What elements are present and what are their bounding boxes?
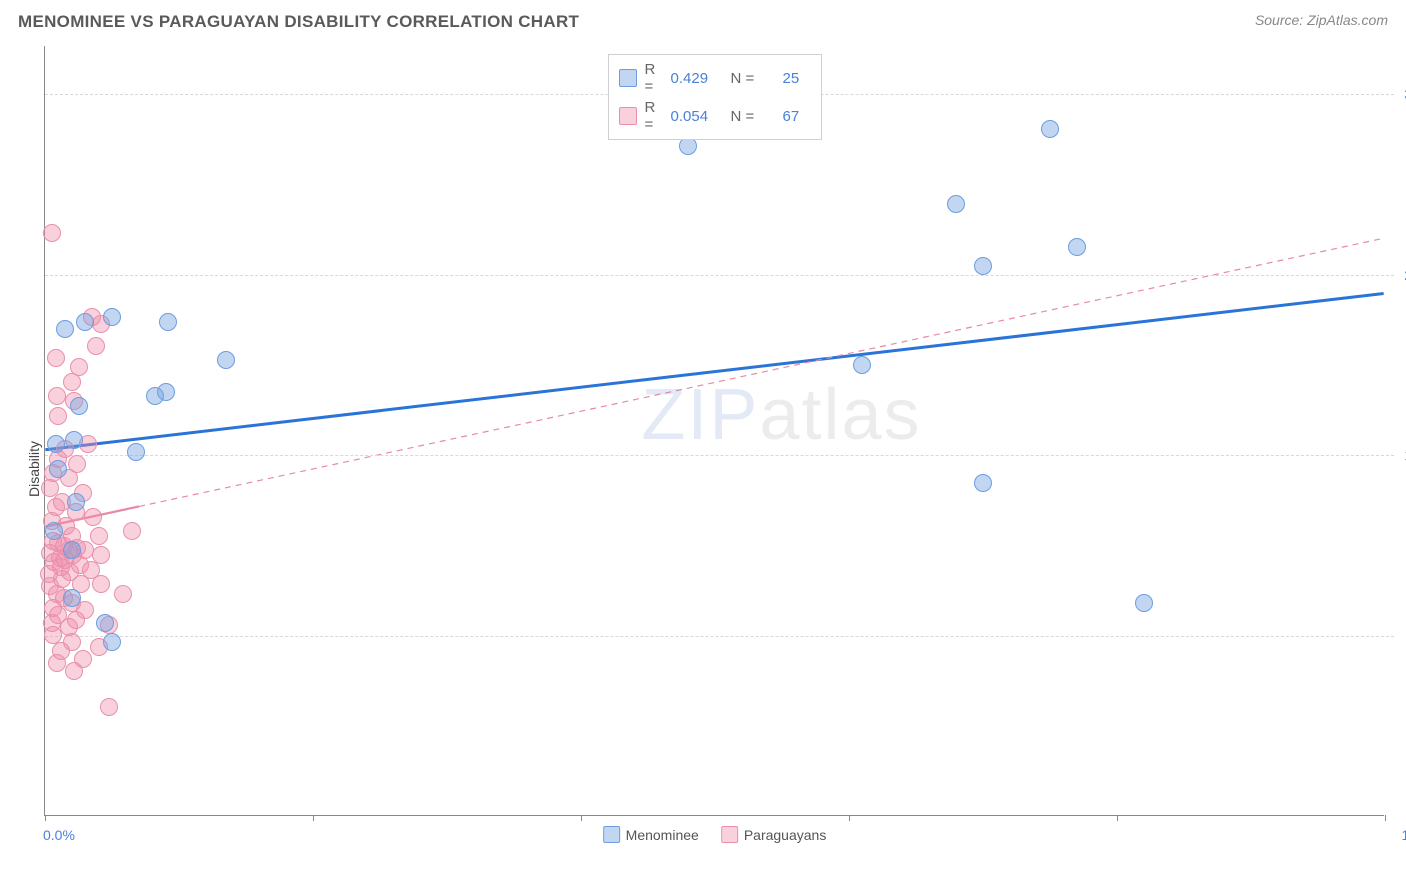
legend-nval: 67 bbox=[783, 108, 811, 125]
data-point-menominee bbox=[217, 351, 235, 369]
data-point-menominee bbox=[1041, 120, 1059, 138]
data-point-menominee bbox=[103, 308, 121, 326]
plot-region: ZIPatlas R =0.429N =25R =0.054N =67 Meno… bbox=[44, 46, 1384, 816]
x-tick bbox=[313, 815, 314, 821]
x-axis-max-label: 100.0% bbox=[1402, 827, 1406, 843]
data-point-menominee bbox=[1068, 238, 1086, 256]
data-point-menominee bbox=[974, 474, 992, 492]
legend-rlab: R = bbox=[645, 99, 663, 133]
data-point-menominee bbox=[103, 633, 121, 651]
data-point-menominee bbox=[56, 320, 74, 338]
y-axis-label: Disability bbox=[26, 441, 42, 497]
y-tick-label: 7.5% bbox=[1389, 628, 1406, 644]
data-point-menominee bbox=[70, 397, 88, 415]
data-point-menominee bbox=[159, 313, 177, 331]
y-tick-label: 22.5% bbox=[1389, 267, 1406, 283]
legend-nlab: N = bbox=[731, 70, 775, 87]
data-point-paraguayans bbox=[44, 626, 62, 644]
legend-item: Paraguayans bbox=[721, 826, 827, 843]
data-point-menominee bbox=[67, 493, 85, 511]
series-legend: Menominee Paraguayans bbox=[603, 826, 827, 843]
legend-label: Menominee bbox=[626, 827, 699, 843]
data-point-paraguayans bbox=[63, 373, 81, 391]
chart-source: Source: ZipAtlas.com bbox=[1255, 12, 1388, 28]
x-tick bbox=[581, 815, 582, 821]
watermark: ZIPatlas bbox=[641, 374, 921, 456]
data-point-paraguayans bbox=[48, 654, 66, 672]
data-point-menominee bbox=[947, 195, 965, 213]
legend-row: R = 0.054 N = 67 bbox=[619, 97, 811, 135]
trend-line bbox=[45, 294, 1383, 450]
x-tick bbox=[849, 815, 850, 821]
chart-area: Disability ZIPatlas R = 0.429 N = 25 R = 0.05… bbox=[0, 46, 1406, 892]
legend-nval: 25 bbox=[783, 70, 811, 87]
data-point-menominee bbox=[63, 589, 81, 607]
data-point-menominee bbox=[65, 431, 83, 449]
data-point-paraguayans bbox=[84, 508, 102, 526]
data-point-paraguayans bbox=[123, 522, 141, 540]
legend-swatch bbox=[619, 69, 637, 87]
data-point-menominee bbox=[45, 522, 63, 540]
data-point-menominee bbox=[96, 614, 114, 632]
legend-rlab: R = bbox=[645, 61, 663, 95]
x-axis-min-label: 0.0% bbox=[43, 827, 75, 843]
data-point-paraguayans bbox=[47, 349, 65, 367]
chart-title: MENOMINEE VS PARAGUAYAN DISABILITY CORRE… bbox=[18, 12, 579, 32]
data-point-paraguayans bbox=[90, 527, 108, 545]
trend-line bbox=[139, 238, 1384, 506]
source-prefix: Source: bbox=[1255, 12, 1307, 28]
gridline-h bbox=[45, 636, 1394, 637]
x-tick bbox=[1385, 815, 1386, 821]
chart-header: MENOMINEE VS PARAGUAYAN DISABILITY CORRE… bbox=[0, 0, 1406, 46]
legend-swatch bbox=[619, 107, 637, 125]
x-tick bbox=[45, 815, 46, 821]
data-point-menominee bbox=[49, 460, 67, 478]
data-point-menominee bbox=[76, 313, 94, 331]
watermark-part1: ZIP bbox=[641, 375, 759, 455]
legend-rval: 0.054 bbox=[671, 108, 723, 125]
gridline-h bbox=[45, 275, 1394, 276]
legend-row: R = 0.429 N = 25 bbox=[619, 59, 811, 97]
data-point-paraguayans bbox=[87, 337, 105, 355]
data-point-paraguayans bbox=[100, 698, 118, 716]
data-point-menominee bbox=[63, 541, 81, 559]
data-point-menominee bbox=[127, 443, 145, 461]
legend-item: Menominee bbox=[603, 826, 699, 843]
data-point-paraguayans bbox=[114, 585, 132, 603]
y-tick-label: 30.0% bbox=[1389, 86, 1406, 102]
trend-lines-layer bbox=[45, 46, 1384, 815]
y-tick-label: 15.0% bbox=[1389, 447, 1406, 463]
legend-label: Paraguayans bbox=[744, 827, 827, 843]
data-point-menominee bbox=[47, 435, 65, 453]
data-point-paraguayans bbox=[43, 224, 61, 242]
data-point-menominee bbox=[146, 387, 164, 405]
data-point-paraguayans bbox=[92, 575, 110, 593]
gridline-h bbox=[45, 455, 1394, 456]
data-point-menominee bbox=[1135, 594, 1153, 612]
data-point-menominee bbox=[853, 356, 871, 374]
legend-rval: 0.429 bbox=[671, 70, 723, 87]
source-name: ZipAtlas.com bbox=[1307, 12, 1388, 28]
data-point-paraguayans bbox=[65, 662, 83, 680]
data-point-paraguayans bbox=[48, 387, 66, 405]
data-point-paraguayans bbox=[41, 577, 59, 595]
legend-swatch bbox=[603, 826, 620, 843]
legend-nlab: N = bbox=[731, 108, 775, 125]
correlation-legend: R = 0.429 N = 25 R = 0.054 N = 67 bbox=[608, 54, 822, 140]
data-point-menominee bbox=[974, 257, 992, 275]
watermark-part2: atlas bbox=[759, 375, 921, 455]
data-point-paraguayans bbox=[49, 407, 67, 425]
x-tick bbox=[1117, 815, 1118, 821]
legend-swatch bbox=[721, 826, 738, 843]
